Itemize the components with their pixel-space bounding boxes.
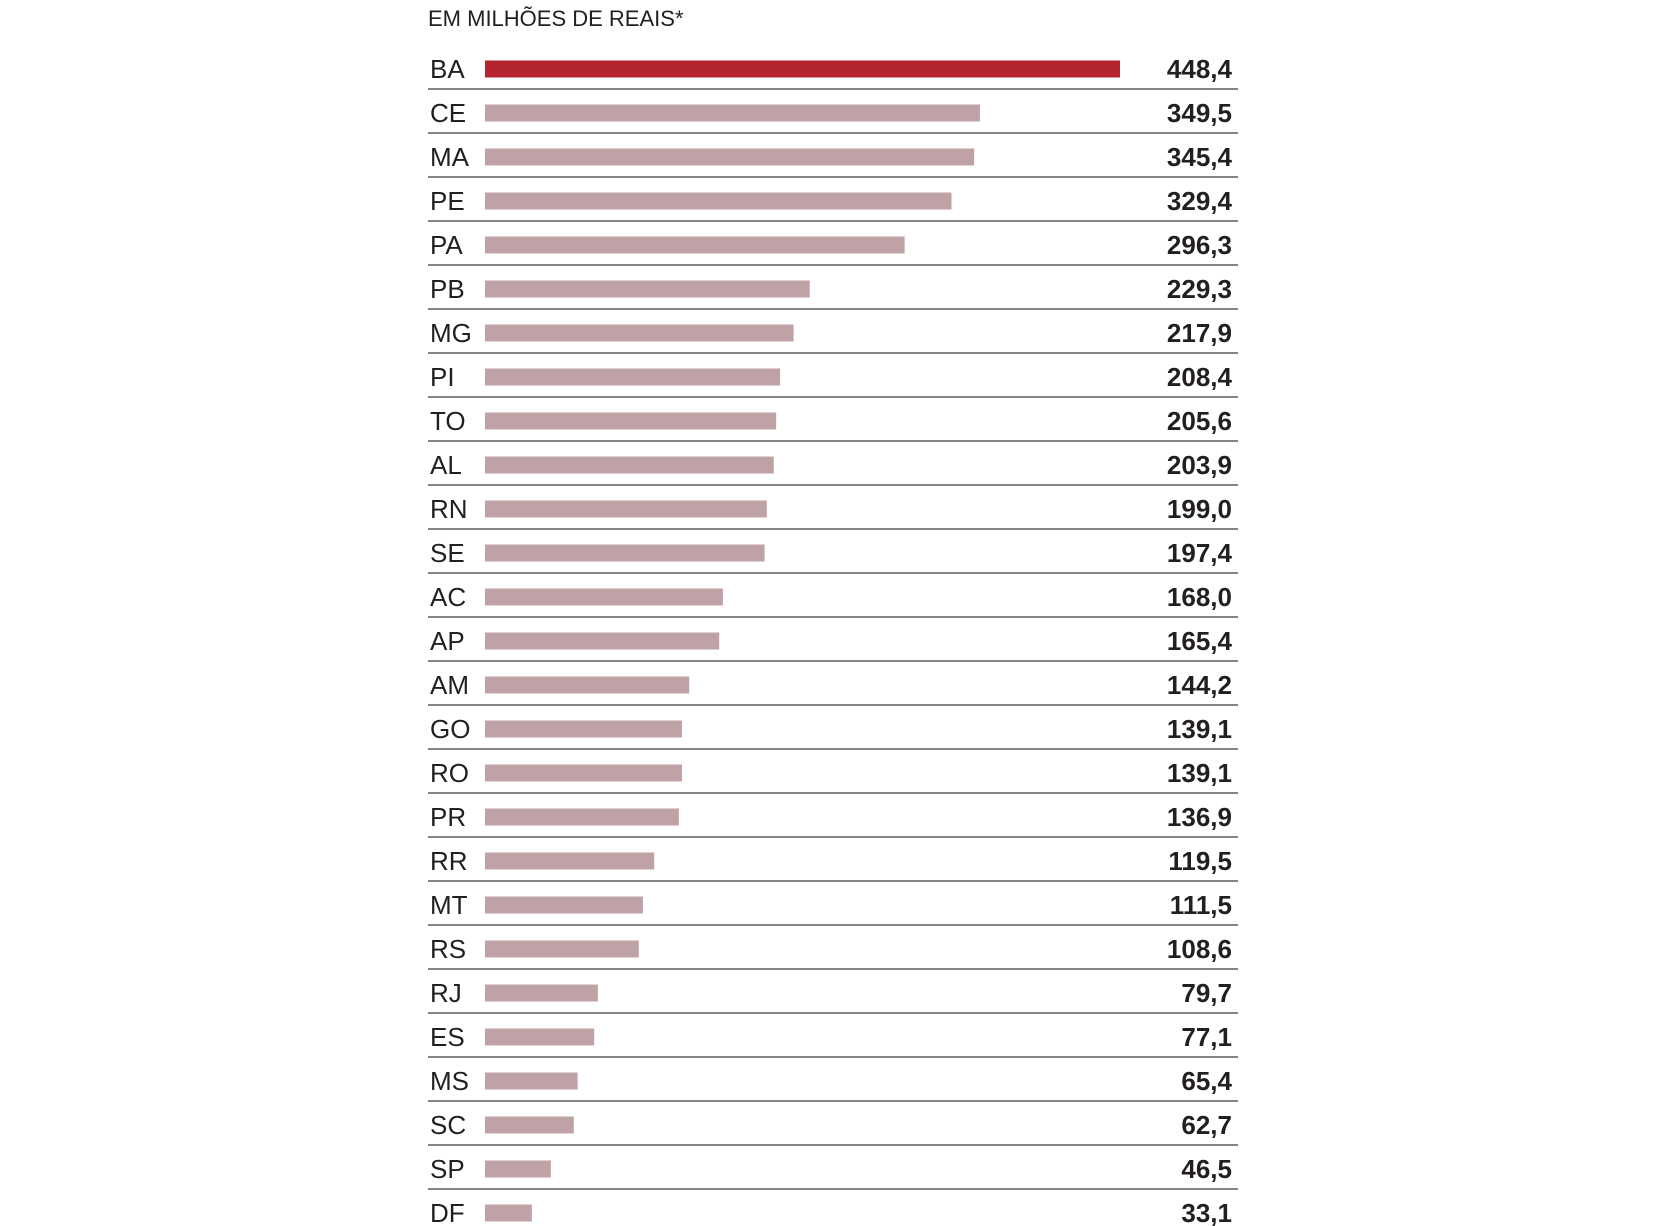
bar-to (485, 412, 777, 430)
bar-ma (485, 148, 975, 166)
bar-go (485, 720, 682, 738)
value-label-rj: 79,7 (1181, 978, 1232, 1008)
value-label-pb: 229,3 (1167, 274, 1232, 304)
value-label-rn: 199,0 (1167, 494, 1232, 524)
bar-ap (485, 632, 720, 650)
category-label-al: AL (430, 450, 462, 480)
bar-sc (485, 1116, 574, 1134)
value-label-sp: 46,5 (1181, 1154, 1232, 1184)
value-label-go: 139,1 (1167, 714, 1232, 744)
value-label-pe: 329,4 (1167, 186, 1233, 216)
bar-se (485, 544, 765, 562)
value-label-ro: 139,1 (1167, 758, 1232, 788)
category-label-rr: RR (430, 846, 468, 876)
value-label-ap: 165,4 (1167, 626, 1233, 656)
category-label-df: DF (430, 1198, 465, 1226)
bar-ac (485, 588, 723, 606)
category-label-rn: RN (430, 494, 468, 524)
category-label-ac: AC (430, 582, 466, 612)
bar-rn (485, 500, 767, 518)
category-label-mt: MT (430, 890, 468, 920)
bar-ro (485, 764, 682, 782)
category-label-sp: SP (430, 1154, 465, 1184)
value-label-ba: 448,4 (1167, 54, 1233, 84)
bar-rs (485, 940, 639, 958)
value-label-to: 205,6 (1167, 406, 1232, 436)
value-label-pa: 296,3 (1167, 230, 1232, 260)
category-label-pr: PR (430, 802, 466, 832)
bar-pi (485, 368, 781, 386)
bar-rj (485, 984, 598, 1002)
category-label-am: AM (430, 670, 469, 700)
value-label-sc: 62,7 (1181, 1110, 1232, 1140)
bar-pa (485, 236, 905, 254)
bar-pr (485, 808, 679, 826)
bar-ce (485, 104, 980, 122)
category-label-sc: SC (430, 1110, 466, 1140)
category-label-ap: AP (430, 626, 465, 656)
category-label-pi: PI (430, 362, 455, 392)
bar-ba (485, 60, 1120, 78)
category-label-pe: PE (430, 186, 465, 216)
category-label-mg: MG (430, 318, 472, 348)
category-label-rs: RS (430, 934, 466, 964)
category-label-pb: PB (430, 274, 465, 304)
value-label-mt: 111,5 (1170, 890, 1232, 920)
value-label-mg: 217,9 (1167, 318, 1232, 348)
chart-subtitle: EM MILHÕES DE REAIS* (428, 6, 684, 31)
bar-ms (485, 1072, 578, 1090)
value-label-ac: 168,0 (1167, 582, 1232, 612)
value-label-ma: 345,4 (1167, 142, 1233, 172)
category-label-ba: BA (430, 54, 465, 84)
bar-pe (485, 192, 952, 210)
value-label-pi: 208,4 (1167, 362, 1233, 392)
chart-rows: BA 448,4 CE 349,5 MA 345,4 PE 329,4 PA 296,3 PB 229… (428, 54, 1238, 1226)
bar-pb (485, 280, 810, 298)
bar-df (485, 1204, 532, 1222)
category-label-to: TO (430, 406, 466, 436)
bar-sp (485, 1160, 551, 1178)
category-label-rj: RJ (430, 978, 462, 1008)
category-label-ce: CE (430, 98, 466, 128)
value-label-rs: 108,6 (1167, 934, 1232, 964)
category-label-go: GO (430, 714, 470, 744)
value-label-es: 77,1 (1181, 1022, 1232, 1052)
bar-al (485, 456, 774, 474)
bar-mg (485, 324, 794, 342)
category-label-ms: MS (430, 1066, 469, 1096)
category-label-ma: MA (430, 142, 470, 172)
bar-es (485, 1028, 595, 1046)
value-label-pr: 136,9 (1167, 802, 1232, 832)
bar-rr (485, 852, 655, 870)
value-label-al: 203,9 (1167, 450, 1232, 480)
category-label-pa: PA (430, 230, 463, 260)
value-label-ce: 349,5 (1167, 98, 1232, 128)
value-label-ms: 65,4 (1181, 1066, 1232, 1096)
bar-am (485, 676, 690, 694)
category-label-ro: RO (430, 758, 469, 788)
category-label-se: SE (430, 538, 465, 568)
value-label-se: 197,4 (1167, 538, 1233, 568)
value-label-am: 144,2 (1167, 670, 1232, 700)
value-label-df: 33,1 (1181, 1198, 1232, 1226)
bar-mt (485, 896, 643, 914)
value-label-rr: 119,5 (1168, 846, 1232, 876)
category-label-es: ES (430, 1022, 465, 1052)
